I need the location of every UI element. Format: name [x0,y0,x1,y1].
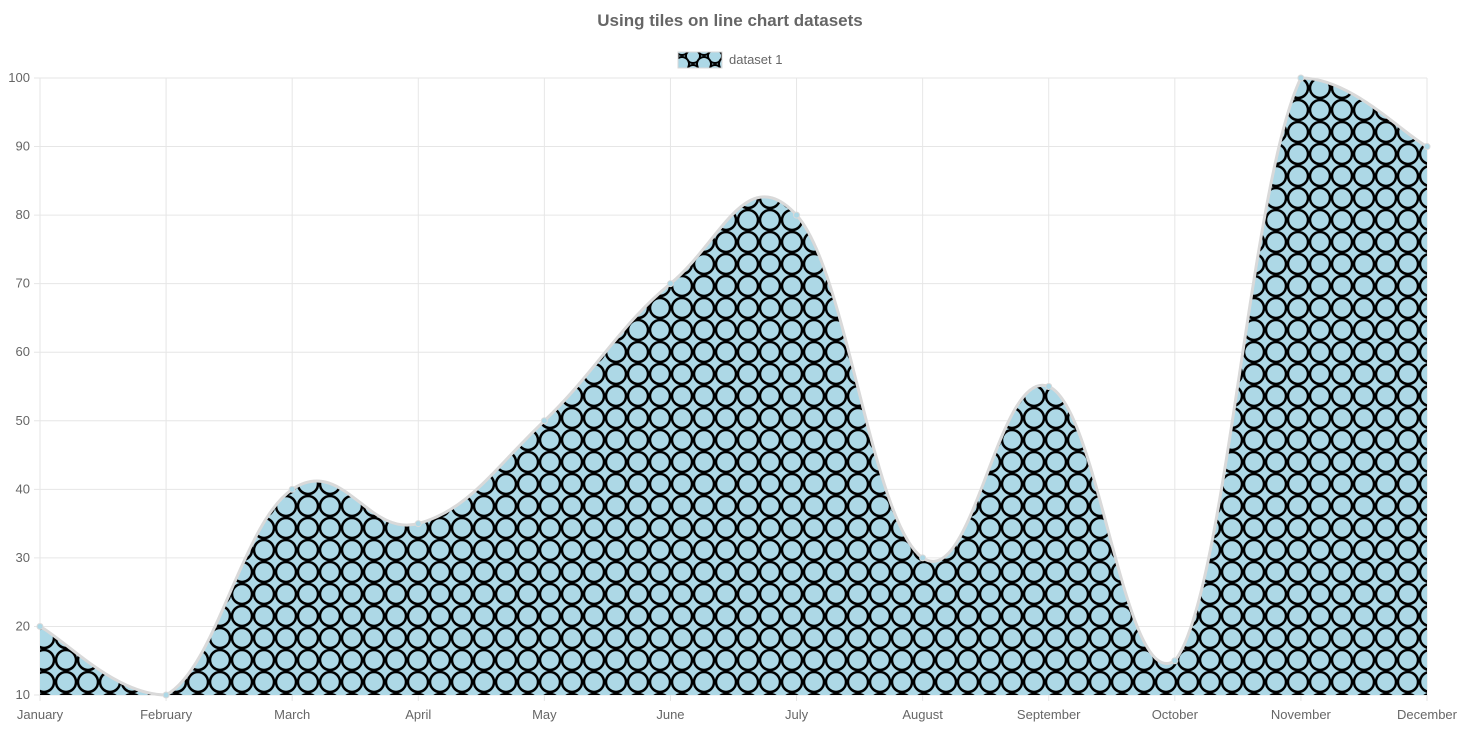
y-tick-label: 10 [16,687,30,702]
data-point[interactable] [414,520,422,528]
legend-label[interactable]: dataset 1 [729,52,783,67]
series-area-fill [40,78,1427,695]
x-tick-label: October [1152,707,1199,722]
legend-swatch[interactable] [677,51,723,69]
data-point[interactable] [1297,74,1305,82]
data-point[interactable] [1045,383,1053,390]
chart-title: Using tiles on line chart datasets [597,11,862,30]
y-tick-label: 30 [16,550,30,565]
data-point[interactable] [1423,143,1431,151]
legend[interactable]: dataset 1 [677,51,783,69]
y-tick-label: 50 [16,413,30,428]
data-point[interactable] [666,280,674,288]
data-point[interactable] [540,417,548,425]
data-point[interactable] [162,691,170,699]
area-fill-layer [40,78,1427,695]
x-tick-label: June [656,707,684,722]
x-axis-labels: January February March April May June July Augu… [17,707,1458,722]
y-tick-label: 70 [16,276,30,291]
y-tick-label: 20 [16,618,30,633]
data-points-layer [36,74,1431,699]
y-tick-label: 90 [16,139,30,154]
x-tick-label: December [1397,707,1458,722]
data-point[interactable] [919,554,927,562]
y-tick-label: 80 [16,207,30,222]
x-tick-label: February [140,707,193,722]
x-tick-label: January [17,707,64,722]
x-tick-label: September [1017,707,1081,722]
data-point[interactable] [288,485,296,493]
data-point[interactable] [1171,657,1179,665]
x-tick-label: May [532,707,557,722]
x-tick-label: November [1271,707,1332,722]
data-point[interactable] [36,622,44,630]
y-axis-labels: 10 20 30 40 50 60 70 80 90 100 [8,70,30,702]
data-point[interactable] [793,211,801,219]
x-tick-label: April [405,707,431,722]
y-tick-label: 60 [16,344,30,359]
x-tick-label: August [902,707,943,722]
y-tick-label: 100 [8,70,30,85]
y-tick-label: 40 [16,481,30,496]
x-tick-label: July [785,707,809,722]
x-tick-label: March [274,707,310,722]
